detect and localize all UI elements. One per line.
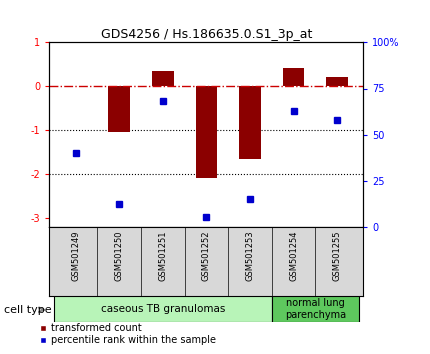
Text: GSM501255: GSM501255 <box>333 230 342 280</box>
Text: GSM501250: GSM501250 <box>115 230 124 280</box>
Text: caseous TB granulomas: caseous TB granulomas <box>101 304 225 314</box>
Bar <box>272 296 359 322</box>
Bar <box>54 296 272 322</box>
Text: GSM501251: GSM501251 <box>158 230 167 280</box>
Text: GSM501249: GSM501249 <box>71 230 80 280</box>
Title: GDS4256 / Hs.186635.0.S1_3p_at: GDS4256 / Hs.186635.0.S1_3p_at <box>101 28 312 41</box>
Bar <box>152 71 174 86</box>
Bar <box>196 86 217 178</box>
Bar <box>239 86 261 159</box>
Bar <box>326 77 348 86</box>
Text: GSM501252: GSM501252 <box>202 230 211 280</box>
Text: cell type: cell type <box>4 305 52 315</box>
Text: GSM501253: GSM501253 <box>246 230 255 281</box>
Bar <box>108 86 130 132</box>
Bar <box>283 68 304 86</box>
Text: GSM501254: GSM501254 <box>289 230 298 280</box>
Text: normal lung
parenchyma: normal lung parenchyma <box>285 298 346 320</box>
Legend: transformed count, percentile rank within the sample: transformed count, percentile rank withi… <box>35 319 219 349</box>
